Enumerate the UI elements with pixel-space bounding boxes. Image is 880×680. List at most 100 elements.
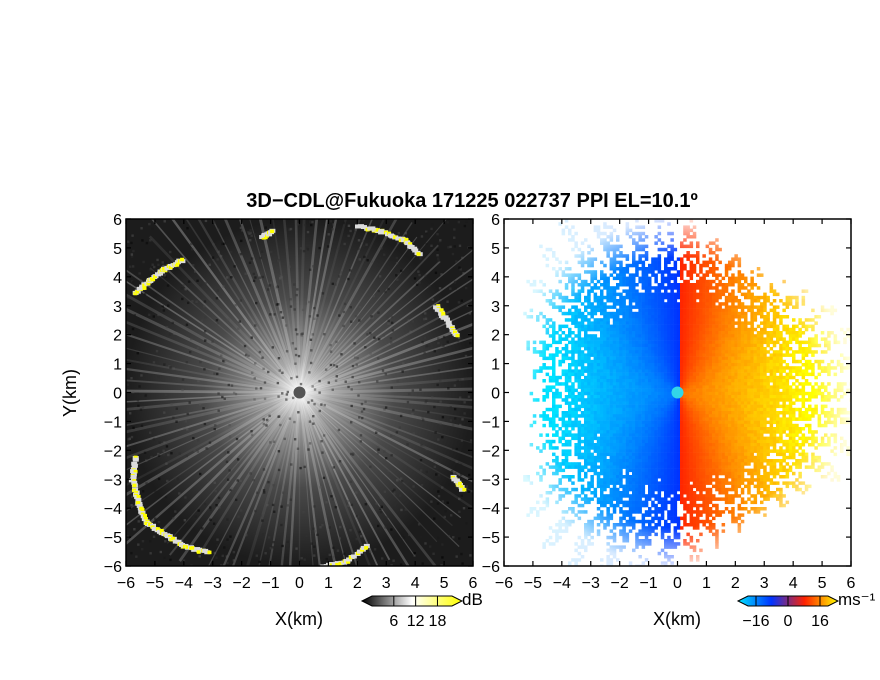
noise-speckle xyxy=(213,481,216,485)
strong-echo-cell xyxy=(346,560,351,564)
noise-speckle xyxy=(254,324,257,327)
noise-speckle xyxy=(320,440,323,443)
reflectivity-ray xyxy=(299,376,473,394)
noise-speckle xyxy=(469,341,472,345)
noise-speckle xyxy=(223,397,226,400)
noise-speckle xyxy=(170,402,173,406)
noise-speckle xyxy=(308,371,311,374)
noise-speckle xyxy=(451,423,455,427)
noise-speckle xyxy=(393,488,396,491)
noise-speckle xyxy=(350,320,353,323)
noise-speckle xyxy=(201,527,204,530)
reflectivity-ray xyxy=(299,336,473,394)
reflectivity-ray xyxy=(126,293,301,394)
noise-speckle xyxy=(425,447,429,451)
noise-speckle xyxy=(127,525,130,529)
echo-halo xyxy=(404,241,411,246)
noise-speckle xyxy=(349,269,352,272)
x-tick-label: 2 xyxy=(353,575,362,592)
noise-speckle xyxy=(470,439,473,442)
strong-echo-cell xyxy=(416,252,421,256)
noise-speckle xyxy=(460,439,464,442)
noise-speckle xyxy=(145,241,149,245)
noise-speckle xyxy=(376,446,379,449)
noise-speckle xyxy=(135,555,138,558)
noise-speckle xyxy=(442,344,445,347)
noise-speckle xyxy=(325,557,328,561)
noise-speckle xyxy=(173,257,176,260)
echo-halo xyxy=(355,224,362,229)
noise-speckle xyxy=(451,252,455,256)
noise-speckle xyxy=(313,402,316,406)
noise-speckle xyxy=(153,265,156,269)
noise-speckle xyxy=(456,330,459,333)
noise-speckle xyxy=(222,359,225,363)
noise-speckle xyxy=(461,418,464,421)
noise-speckle xyxy=(145,459,148,462)
noise-speckle xyxy=(188,401,191,404)
noise-speckle xyxy=(436,248,439,251)
noise-speckle xyxy=(437,494,441,498)
noise-speckle xyxy=(136,399,140,402)
noise-speckle xyxy=(436,254,439,257)
noise-speckle xyxy=(396,278,399,281)
strong-echo-cell xyxy=(142,513,147,518)
noise-speckle xyxy=(288,265,291,268)
noise-speckle xyxy=(425,345,428,349)
noise-speckle xyxy=(190,248,194,251)
noise-speckle xyxy=(400,508,403,512)
noise-speckle xyxy=(265,424,268,427)
noise-speckle xyxy=(293,308,296,311)
noise-speckle xyxy=(308,220,312,223)
noise-speckle xyxy=(296,447,300,450)
reflectivity-ray xyxy=(299,391,473,409)
strong-echo-layer xyxy=(128,224,467,566)
noise-speckle xyxy=(268,414,271,418)
noise-speckle xyxy=(286,540,289,544)
noise-speckle xyxy=(322,434,326,437)
reflectivity-ray xyxy=(299,310,473,394)
noise-speckle xyxy=(280,276,283,279)
reflectivity-ray xyxy=(126,391,300,513)
noise-speckle xyxy=(253,532,256,535)
noise-speckle xyxy=(349,480,353,483)
noise-speckle xyxy=(250,234,253,237)
noise-speckle xyxy=(467,490,470,494)
noise-speckle xyxy=(250,433,254,437)
y-tick-label: −1 xyxy=(104,414,122,431)
noise-speckle xyxy=(453,228,456,231)
reflectivity-ray xyxy=(299,366,473,394)
noise-speckle xyxy=(281,392,284,395)
noise-speckle xyxy=(382,253,386,256)
noise-speckle xyxy=(160,306,164,310)
strong-echo-cell xyxy=(180,257,185,262)
noise-speckle xyxy=(424,317,428,321)
noise-speckle xyxy=(156,258,159,262)
noise-speckle xyxy=(213,427,216,431)
noise-speckle xyxy=(376,380,379,383)
noise-speckle xyxy=(334,379,338,382)
noise-speckle xyxy=(281,316,284,319)
noise-speckle xyxy=(312,422,315,425)
noise-speckle xyxy=(362,244,365,248)
noise-speckle xyxy=(425,399,428,402)
noise-speckle xyxy=(407,319,410,322)
reflectivity-ray xyxy=(126,320,300,394)
noise-speckle xyxy=(355,491,358,494)
noise-speckle xyxy=(330,495,333,498)
noise-speckle xyxy=(332,466,335,469)
noise-speckle xyxy=(423,351,426,355)
reflectivity-ray xyxy=(150,219,301,394)
noise-speckle xyxy=(203,330,207,333)
noise-speckle xyxy=(149,268,152,271)
noise-speckle xyxy=(222,285,225,288)
noise-speckle xyxy=(331,282,335,286)
noise-speckle xyxy=(307,448,310,451)
noise-speckle xyxy=(425,242,428,246)
noise-speckle xyxy=(183,519,187,522)
noise-speckle xyxy=(221,395,224,399)
reflectivity-ray xyxy=(299,391,473,420)
noise-speckle xyxy=(277,303,280,306)
noise-speckle xyxy=(395,431,399,434)
strong-echo-cell xyxy=(136,501,141,505)
